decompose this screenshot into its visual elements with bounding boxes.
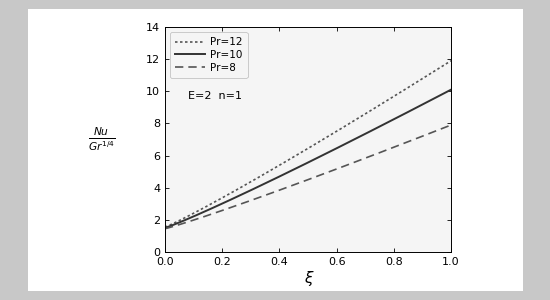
Pr=12 <box>255 176 261 179</box>
Line: Pr=8: Pr=8 <box>165 125 451 229</box>
Pr=8 <box>196 216 203 220</box>
Legend: Pr=12, Pr=10, Pr=8: Pr=12, Pr=10, Pr=8 <box>170 32 248 78</box>
Pr=10 <box>448 88 454 92</box>
Pr=12 <box>275 164 282 168</box>
Text: $\frac{Nu}{Gr^{1/4}}$: $\frac{Nu}{Gr^{1/4}}$ <box>88 126 116 153</box>
Pr=10 <box>196 212 203 216</box>
Pr=10 <box>162 226 168 230</box>
Line: Pr=12: Pr=12 <box>165 61 451 227</box>
Pr=8 <box>448 123 454 127</box>
Pr=8 <box>255 196 261 200</box>
Pr=8 <box>162 227 168 230</box>
X-axis label: ξ: ξ <box>304 271 312 286</box>
Pr=10 <box>275 175 282 179</box>
Pr=12 <box>162 225 168 229</box>
Pr=10 <box>255 185 261 188</box>
Pr=12 <box>368 108 375 112</box>
Pr=10 <box>368 129 375 133</box>
Pr=12 <box>196 208 203 212</box>
Pr=8 <box>368 154 375 158</box>
Text: E=2  n=1: E=2 n=1 <box>188 91 242 101</box>
Pr=10 <box>342 142 348 146</box>
Pr=8 <box>370 154 376 157</box>
Pr=8 <box>342 164 348 168</box>
Pr=12 <box>370 107 376 111</box>
Pr=8 <box>275 189 282 192</box>
Line: Pr=10: Pr=10 <box>165 90 451 228</box>
Pr=12 <box>448 59 454 63</box>
Pr=10 <box>370 128 376 132</box>
Pr=12 <box>342 124 348 128</box>
